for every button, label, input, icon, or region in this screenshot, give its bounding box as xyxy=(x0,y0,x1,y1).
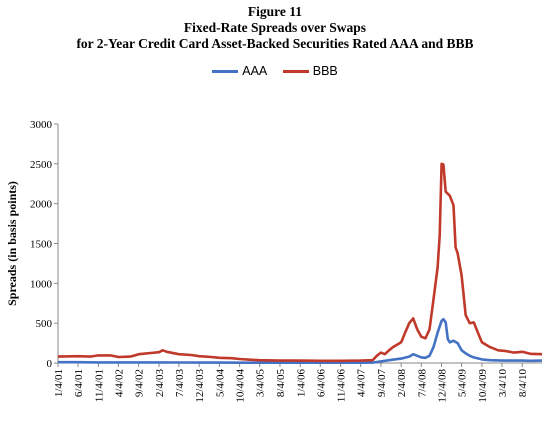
x-tick-label: 6/4/01 xyxy=(73,369,85,397)
x-tick-label: 5/4/09 xyxy=(457,369,469,398)
x-tick-label: 2/4/08 xyxy=(396,369,408,398)
x-tick-label: 7/4/03 xyxy=(174,369,186,398)
y-tick-label: 1500 xyxy=(30,239,53,251)
y-tick-label: 2500 xyxy=(30,159,53,171)
chart-title: Fixed-Rate Spreads over Swaps xyxy=(183,20,367,35)
x-tick-label: 9/4/07 xyxy=(376,369,388,398)
x-tick-label: 10/4/04 xyxy=(235,369,247,403)
x-tick-label: 11/4/01 xyxy=(93,369,105,402)
x-tick-label: 1/4/06 xyxy=(295,369,307,398)
y-tick-label: 3000 xyxy=(30,119,53,131)
x-tick-label: 9/4/02 xyxy=(134,369,146,397)
x-tick-label: 2/4/03 xyxy=(154,369,166,398)
legend-label-aaa: AAA xyxy=(242,64,268,78)
legend-item-bbb: BBB xyxy=(282,64,338,78)
series-line-aaa xyxy=(58,317,543,364)
y-tick-label: 500 xyxy=(36,318,53,330)
x-tick-label: 4/4/02 xyxy=(113,369,125,397)
legend-item-aaa: AAA xyxy=(212,64,267,78)
y-tick-label: 0 xyxy=(47,358,53,370)
y-tick-label: 1000 xyxy=(30,278,53,290)
series-lines xyxy=(57,162,543,364)
x-tick-label: 5/4/04 xyxy=(214,369,226,398)
y-axis-title: Spreads (in basis points) xyxy=(5,181,19,306)
x-tick-label: 6/4/06 xyxy=(315,369,327,398)
figure-label: Figure 11 xyxy=(247,4,303,19)
chart-titles: Figure 11 Fixed-Rate Spreads over Swaps … xyxy=(0,4,550,52)
chart-legend: AAA BBB xyxy=(0,64,550,78)
x-tick-label: 10/4/09 xyxy=(477,369,489,403)
chart-axes xyxy=(57,124,542,364)
series-line-bbb xyxy=(57,162,543,363)
x-tick-label: 8/4/05 xyxy=(275,369,287,398)
x-tick-label: 12/4/08 xyxy=(437,369,449,403)
x-axis-ticks: 1/4/01 6/4/01 11/4/01 4/4/02 9/4/02 2/4/03 7/4… xyxy=(53,363,529,403)
x-tick-label: 3/4/05 xyxy=(255,369,267,398)
y-tick-label: 2000 xyxy=(30,199,53,211)
y-axis-ticks: 0 500 1000 1500 2000 2500 3000 xyxy=(30,119,58,370)
x-tick-label: 11/4/06 xyxy=(336,369,348,403)
x-tick-label: 3/4/10 xyxy=(497,369,509,398)
x-tick-label: 7/4/08 xyxy=(416,369,428,398)
x-tick-label: 12/4/03 xyxy=(194,369,206,403)
legend-label-bbb: BBB xyxy=(312,64,338,78)
chart-subtitle: for 2-Year Credit Card Asset-Backed Secu… xyxy=(76,36,474,51)
legend-swatch-bbb xyxy=(282,70,309,74)
x-tick-label: 4/4/07 xyxy=(356,369,368,398)
legend-swatch-aaa xyxy=(212,70,239,74)
x-tick-label: 8/4/10 xyxy=(517,369,529,398)
x-tick-label: 1/4/01 xyxy=(53,369,65,397)
